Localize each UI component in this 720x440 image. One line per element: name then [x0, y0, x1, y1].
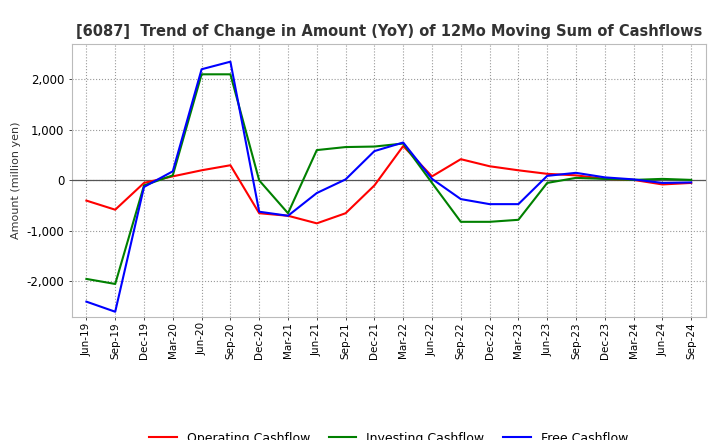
Operating Cashflow [140, 180, 148, 186]
Investing Cashflow [168, 173, 177, 178]
Investing Cashflow [456, 219, 465, 224]
Investing Cashflow [399, 141, 408, 146]
Free Cashflow [341, 177, 350, 182]
Free Cashflow [255, 209, 264, 214]
Line: Operating Cashflow: Operating Cashflow [86, 146, 691, 224]
Operating Cashflow [600, 176, 609, 182]
Investing Cashflow [370, 144, 379, 149]
Line: Investing Cashflow: Investing Cashflow [86, 74, 691, 284]
Free Cashflow [399, 140, 408, 145]
Operating Cashflow [687, 180, 696, 186]
Investing Cashflow [197, 72, 206, 77]
Free Cashflow [658, 180, 667, 186]
Investing Cashflow [82, 276, 91, 282]
Operating Cashflow [456, 157, 465, 162]
Investing Cashflow [687, 177, 696, 183]
Title: [6087]  Trend of Change in Amount (YoY) of 12Mo Moving Sum of Cashflows: [6087] Trend of Change in Amount (YoY) o… [76, 24, 702, 39]
Investing Cashflow [629, 177, 638, 183]
Operating Cashflow [485, 164, 494, 169]
Investing Cashflow [600, 176, 609, 182]
Free Cashflow [168, 169, 177, 174]
Operating Cashflow [399, 143, 408, 149]
Investing Cashflow [572, 175, 580, 180]
Investing Cashflow [428, 180, 436, 186]
Free Cashflow [600, 175, 609, 180]
Free Cashflow [140, 184, 148, 190]
Free Cashflow [629, 177, 638, 182]
Legend: Operating Cashflow, Investing Cashflow, Free Cashflow: Operating Cashflow, Investing Cashflow, … [145, 427, 633, 440]
Investing Cashflow [312, 147, 321, 153]
Free Cashflow [456, 196, 465, 202]
Operating Cashflow [226, 163, 235, 168]
Investing Cashflow [255, 178, 264, 183]
Operating Cashflow [341, 211, 350, 216]
Free Cashflow [82, 299, 91, 304]
Investing Cashflow [284, 211, 292, 216]
Investing Cashflow [514, 217, 523, 223]
Free Cashflow [428, 176, 436, 182]
Operating Cashflow [255, 211, 264, 216]
Operating Cashflow [168, 174, 177, 179]
Operating Cashflow [543, 171, 552, 176]
Operating Cashflow [629, 177, 638, 183]
Free Cashflow [572, 170, 580, 176]
Free Cashflow [197, 66, 206, 72]
Line: Free Cashflow: Free Cashflow [86, 62, 691, 312]
Operating Cashflow [312, 221, 321, 226]
Free Cashflow [111, 309, 120, 315]
Free Cashflow [485, 202, 494, 207]
Operating Cashflow [428, 174, 436, 179]
Operating Cashflow [658, 182, 667, 187]
Operating Cashflow [572, 173, 580, 178]
Free Cashflow [514, 202, 523, 207]
Investing Cashflow [485, 219, 494, 224]
Operating Cashflow [111, 207, 120, 213]
Investing Cashflow [658, 176, 667, 182]
Free Cashflow [543, 173, 552, 179]
Operating Cashflow [514, 168, 523, 173]
Investing Cashflow [341, 144, 350, 150]
Investing Cashflow [226, 72, 235, 77]
Operating Cashflow [370, 183, 379, 188]
Operating Cashflow [82, 198, 91, 203]
Operating Cashflow [284, 213, 292, 218]
Free Cashflow [370, 148, 379, 154]
Investing Cashflow [111, 281, 120, 286]
Free Cashflow [687, 180, 696, 185]
Investing Cashflow [140, 183, 148, 188]
Free Cashflow [312, 191, 321, 196]
Free Cashflow [226, 59, 235, 64]
Free Cashflow [284, 213, 292, 218]
Operating Cashflow [197, 168, 206, 173]
Y-axis label: Amount (million yen): Amount (million yen) [11, 121, 21, 239]
Investing Cashflow [543, 180, 552, 186]
